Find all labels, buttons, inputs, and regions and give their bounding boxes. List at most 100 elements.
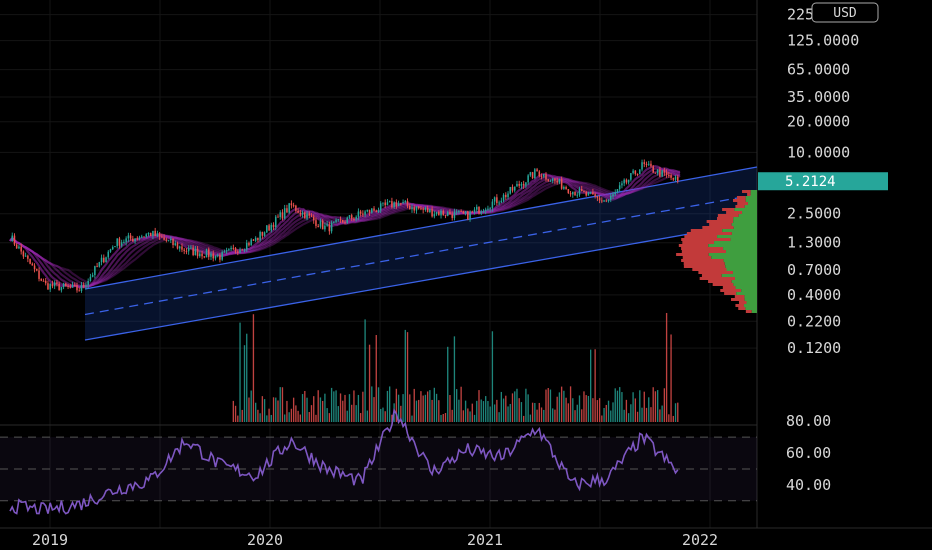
volume-bar [471, 403, 473, 422]
candle-body [605, 200, 608, 202]
candle-body [248, 242, 250, 246]
profile-bar-up [733, 220, 757, 223]
volume-bar [467, 408, 469, 422]
candle-body [522, 183, 525, 186]
candle-body [489, 208, 491, 210]
candle-body [270, 224, 273, 231]
volume-bar [348, 394, 351, 422]
candle-body [672, 177, 675, 180]
volume-bar [438, 400, 440, 422]
profile-bar-up [744, 298, 757, 301]
volume-bar [415, 400, 418, 422]
volume-bar [270, 414, 272, 422]
volume-bar [317, 390, 319, 422]
volume-bar [663, 388, 666, 422]
candle-body [438, 212, 440, 216]
volume-bar [447, 346, 449, 422]
volume-bar [552, 408, 554, 422]
candle-body [234, 248, 237, 252]
candle-body [359, 211, 362, 214]
candle-body [190, 247, 192, 249]
candle-body [147, 233, 150, 235]
volume-bar [418, 399, 420, 422]
volume-bar [429, 390, 431, 422]
candle-body [13, 235, 16, 245]
profile-bar-up [731, 232, 757, 235]
volume-bar [295, 405, 297, 422]
price-scale-label: 35.0000 [787, 88, 850, 106]
volume-bar [473, 414, 476, 422]
time-axis-label: 2022 [682, 531, 718, 549]
volume-bar [520, 402, 523, 422]
price-scale-label: 0.7000 [787, 261, 841, 279]
volume-bar [342, 400, 344, 422]
volume-bar [319, 397, 322, 422]
volume-bar [592, 398, 594, 422]
price-scale-label: 10.0000 [787, 143, 850, 161]
profile-bar-up [724, 262, 757, 265]
price-scale-label: 0.1200 [787, 339, 841, 357]
candle-body [185, 250, 188, 252]
candle-body [324, 225, 326, 230]
candle-body [85, 285, 87, 287]
profile-bar-up [726, 268, 757, 271]
candle-body [674, 176, 677, 180]
volume-bar [442, 413, 444, 422]
candle-body [114, 246, 116, 248]
channel-mid-line [84, 193, 758, 316]
channel-fill [85, 167, 757, 340]
volume-bar [391, 414, 393, 422]
volume-bar [261, 396, 264, 422]
volume-bar [612, 402, 614, 422]
candle-body [578, 189, 581, 195]
volume-bar [453, 336, 456, 422]
volume-bar [505, 395, 507, 422]
volume-bar [572, 398, 574, 422]
candle-body [371, 208, 373, 213]
volume-profile [676, 190, 757, 313]
profile-bar-down [706, 220, 734, 223]
candle-body [89, 276, 92, 281]
volume-bar [362, 391, 364, 422]
candle-body [665, 172, 668, 175]
candle-body [228, 249, 230, 251]
volume-bar [547, 388, 549, 422]
candle-body [259, 231, 261, 241]
candle-body [219, 255, 221, 260]
candle-body [330, 222, 333, 232]
candle-body [558, 179, 561, 183]
candle-body [435, 212, 438, 215]
candle-body [339, 219, 342, 221]
volume-bar [567, 403, 570, 422]
candle-body [254, 237, 257, 241]
volume-bar [388, 386, 391, 422]
volume-bar [304, 390, 306, 422]
profile-bar-up [723, 259, 757, 262]
candle-body [176, 243, 179, 249]
volume-bar [277, 400, 279, 422]
candle-body [306, 213, 308, 219]
volume-bar [404, 329, 406, 422]
candle-body [252, 239, 255, 241]
candle-body [341, 219, 344, 223]
volume-bar [632, 392, 634, 422]
candle-body [384, 202, 386, 206]
candle-body [237, 251, 239, 253]
candle-body [69, 286, 72, 288]
candle-body [458, 210, 460, 212]
volume-bar [462, 410, 465, 422]
candle-body [659, 169, 661, 177]
candle-body [310, 215, 313, 217]
volume-bar [603, 408, 605, 422]
candle-body [145, 234, 148, 237]
profile-bar-down [681, 247, 724, 250]
candle-body [205, 249, 208, 258]
volume-bar [301, 394, 304, 422]
candle-body [292, 205, 295, 207]
candle-body [652, 166, 654, 173]
volume-bar [321, 400, 324, 422]
volume-bar [636, 411, 639, 422]
profile-bar-up [730, 238, 757, 241]
profile-bar-down [683, 262, 725, 265]
